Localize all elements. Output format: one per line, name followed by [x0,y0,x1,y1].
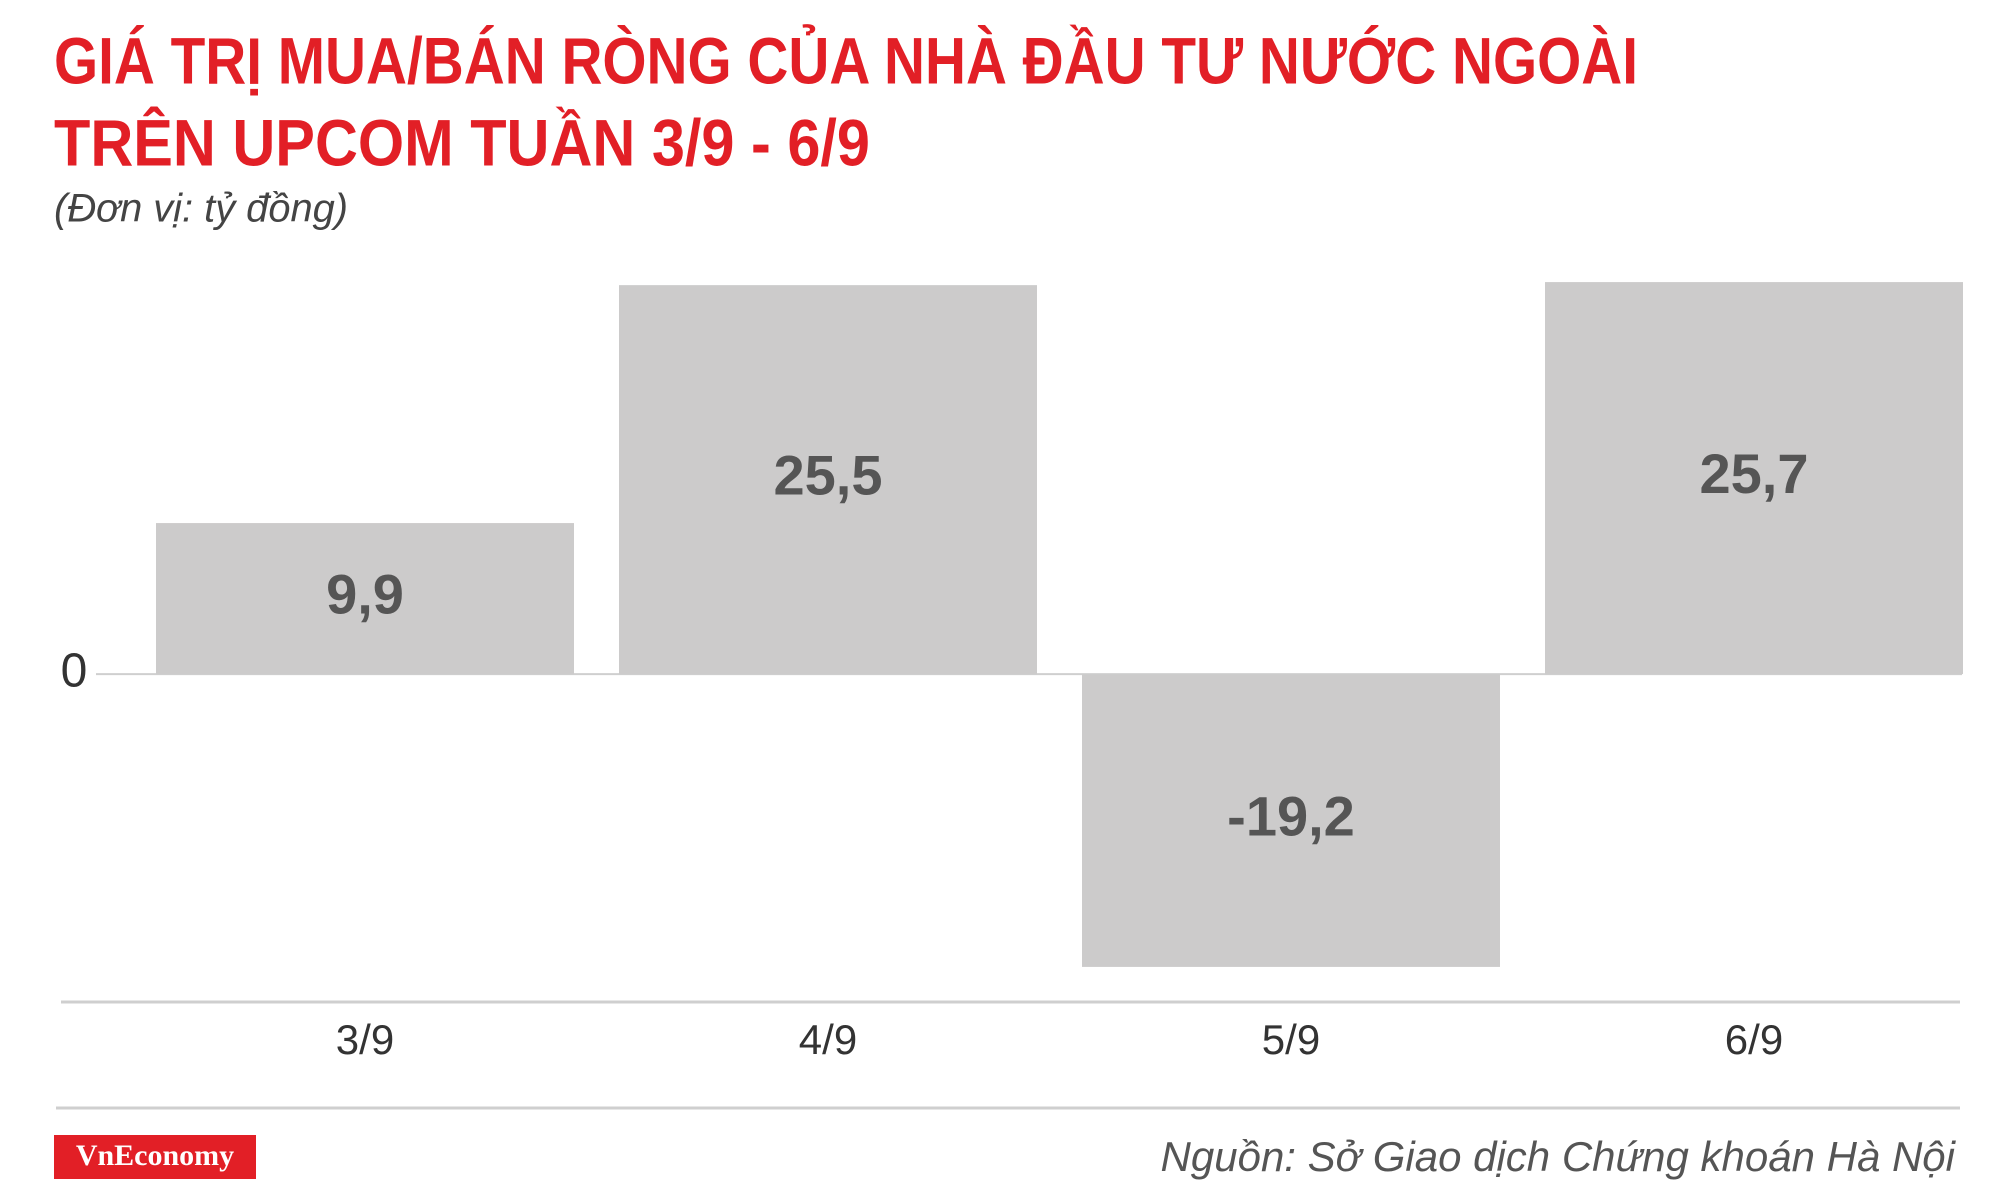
source: Nguồn: Sở Giao dịch Chứng khoán Hà Nội [1161,1133,1957,1180]
logo: VnEconomy [76,1139,234,1172]
x-tick-label: 3/9 [336,1016,394,1063]
bar [1082,674,1500,967]
bar [1545,282,1963,675]
chart-title: TRÊN UPCOM TUẦN 3/9 - 6/9 [54,105,870,179]
logo-box [54,1135,256,1179]
chart-subtitle: (Đơn vị: tỷ đồng) [54,187,348,231]
bar [619,285,1037,675]
value-label: 9,9 [326,562,404,625]
value-label: -19,2 [1227,784,1355,847]
chart-title: GIÁ TRỊ MUA/BÁN RÒNG CỦA NHÀ ĐẦU TƯ NƯỚC… [54,23,1638,97]
bar [156,523,574,675]
x-tick-label: 4/9 [799,1016,857,1063]
x-tick-label: 6/9 [1725,1016,1783,1063]
y-tick-label: 0 [61,645,88,698]
value-label: 25,5 [774,443,883,506]
value-label: 25,7 [1700,442,1809,505]
x-tick-label: 5/9 [1262,1016,1320,1063]
